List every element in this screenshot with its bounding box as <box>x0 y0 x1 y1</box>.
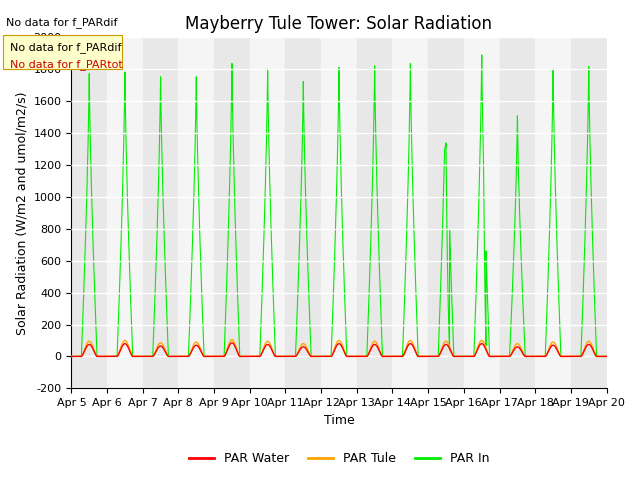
Bar <box>72 37 107 388</box>
Y-axis label: Solar Radiation (W/m2 and umol/m2/s): Solar Radiation (W/m2 and umol/m2/s) <box>15 91 28 335</box>
Bar <box>535 37 571 388</box>
Bar <box>285 37 321 388</box>
Bar <box>321 37 357 388</box>
Bar <box>107 37 143 388</box>
Bar <box>392 37 428 388</box>
Bar <box>500 37 535 388</box>
Bar <box>357 37 392 388</box>
Bar <box>250 37 285 388</box>
Bar <box>571 37 607 388</box>
Text: No data for f_PARdif: No data for f_PARdif <box>10 42 121 53</box>
Text: No data for f_PARtot: No data for f_PARtot <box>6 35 119 46</box>
Text: No data for f_PARdif: No data for f_PARdif <box>6 17 118 28</box>
Text: No data for f_PARtot: No data for f_PARtot <box>10 60 122 71</box>
Bar <box>428 37 464 388</box>
Legend: PAR Water, PAR Tule, PAR In: PAR Water, PAR Tule, PAR In <box>184 447 494 470</box>
Bar <box>143 37 179 388</box>
Title: Mayberry Tule Tower: Solar Radiation: Mayberry Tule Tower: Solar Radiation <box>186 15 493 33</box>
Bar <box>464 37 500 388</box>
Bar <box>214 37 250 388</box>
X-axis label: Time: Time <box>324 414 355 427</box>
Bar <box>179 37 214 388</box>
